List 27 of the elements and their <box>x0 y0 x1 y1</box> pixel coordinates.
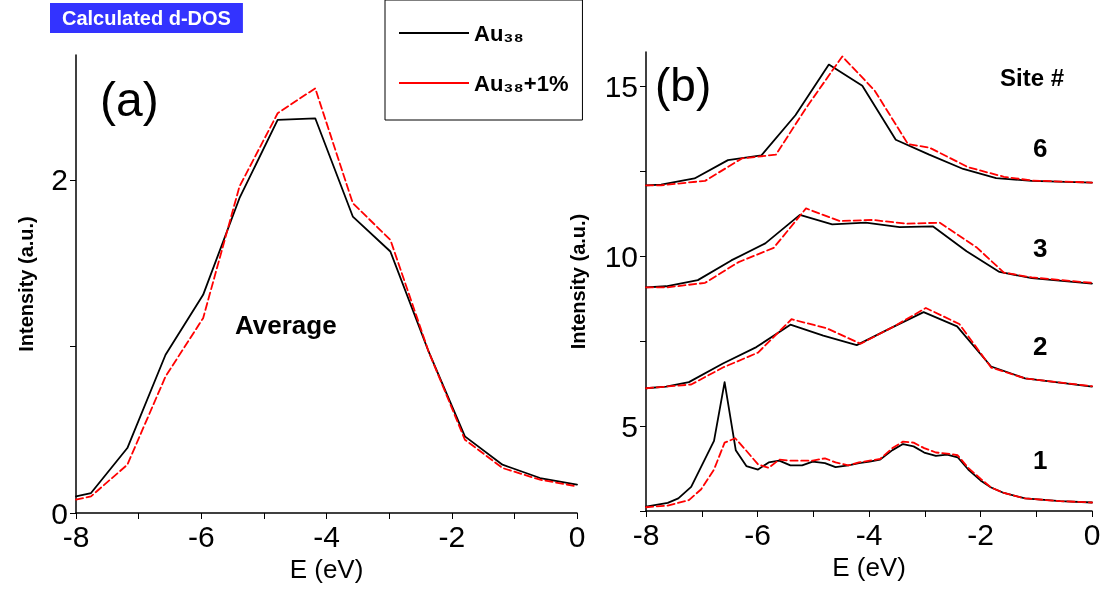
x-tick-label: -6 <box>187 519 215 553</box>
legend-label: Au₃₈+1% <box>474 70 569 96</box>
annotation: 6 <box>1033 133 1048 163</box>
annotation: 1 <box>1033 445 1048 475</box>
annotation: 3 <box>1033 233 1048 263</box>
x-tick-label: 0 <box>568 519 586 553</box>
annotation: Site # <box>1000 63 1065 91</box>
x-tick-label: -4 <box>313 519 340 553</box>
x-axis-title: E (eV) <box>289 553 364 584</box>
chart-title: Calculated d-DOS <box>62 7 231 29</box>
y-axis-title: Intensity (a.u.) <box>15 216 37 352</box>
legend-label: Au₃₈ <box>474 20 524 46</box>
x-tick-label: -6 <box>744 517 771 551</box>
annotation: Average <box>235 310 337 340</box>
x-tick-label: -2 <box>967 517 994 551</box>
annotation: (a) <box>100 72 159 126</box>
x-tick-label: -2 <box>438 519 466 553</box>
y-tick-label: 10 <box>604 239 638 273</box>
x-tick-label: -8 <box>632 517 660 551</box>
y-tick-label: 5 <box>621 409 638 443</box>
y-tick-label: 15 <box>604 69 638 103</box>
annotation: 2 <box>1033 331 1048 361</box>
x-tick-label: 0 <box>1083 517 1101 551</box>
y-axis-title: Intensity (a.u.) <box>567 213 589 350</box>
x-tick-label: -4 <box>855 517 883 551</box>
x-axis-title: E (eV) <box>832 551 906 582</box>
annotation: (b) <box>655 59 712 111</box>
